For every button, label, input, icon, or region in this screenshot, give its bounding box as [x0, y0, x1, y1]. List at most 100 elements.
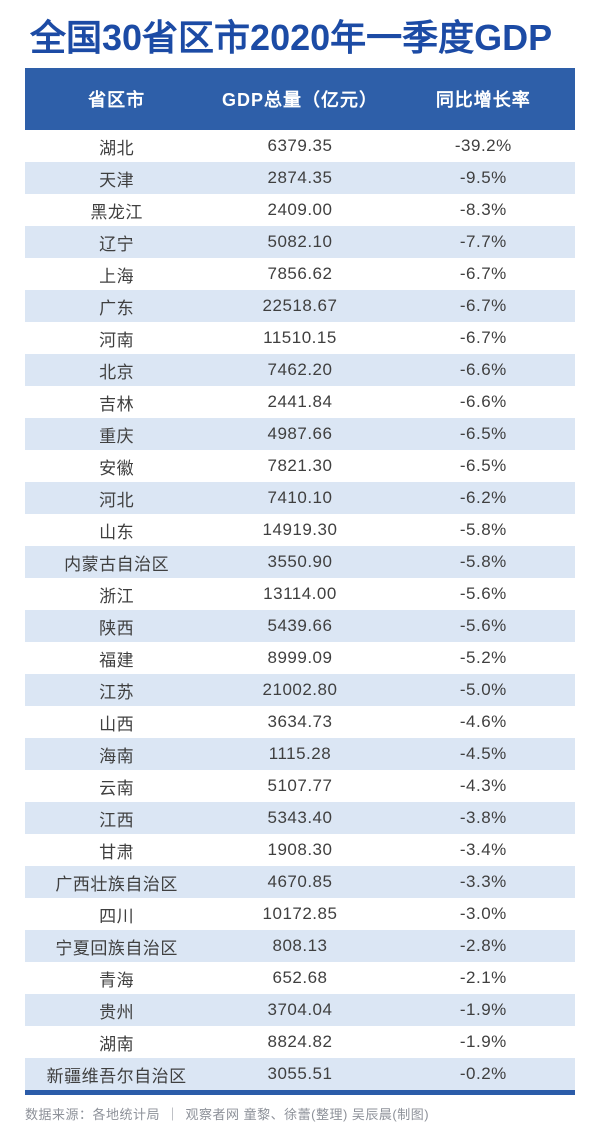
cell-growth: -6.2% — [459, 488, 507, 507]
table-row: 广西壮族自治区 4670.85 -3.3% — [25, 866, 575, 898]
credits-label: 观察者网 童黎、徐蕾(整理) 吴辰晨(制图) — [185, 1107, 430, 1122]
table-row: 河北 7410.10 -6.2% — [25, 482, 575, 514]
cell-gdp: 21002.80 — [262, 680, 338, 699]
table-row: 北京 7462.20 -6.6% — [25, 354, 575, 386]
footer-separator: ｜ — [166, 1107, 180, 1122]
column-header-growth-rate: 同比增长率 — [435, 90, 531, 110]
cell-gdp: 14919.30 — [262, 520, 338, 539]
cell-growth: -6.5% — [459, 456, 507, 475]
page-title: 全国30省区市2020年一季度GDP — [30, 17, 553, 58]
cell-province: 陕西 — [99, 618, 135, 638]
cell-growth: -1.9% — [459, 1032, 507, 1051]
cell-province: 云南 — [99, 778, 135, 798]
cell-gdp: 7821.30 — [267, 456, 333, 475]
table-row: 湖南 8824.82 -1.9% — [25, 1026, 575, 1058]
cell-gdp: 7410.10 — [267, 488, 333, 507]
cell-province: 山西 — [99, 714, 135, 734]
cell-province: 湖南 — [99, 1034, 135, 1054]
cell-gdp: 11510.15 — [263, 328, 337, 347]
cell-growth: -6.7% — [459, 296, 507, 315]
column-header-province: 省区市 — [88, 90, 146, 110]
cell-gdp: 6379.35 — [267, 136, 333, 155]
cell-province: 宁夏回族自治区 — [55, 938, 178, 958]
cell-province: 四川 — [99, 906, 135, 926]
cell-growth: -1.9% — [459, 1000, 507, 1019]
cell-province: 广西壮族自治区 — [55, 874, 178, 894]
table-row: 辽宁 5082.10 -7.7% — [25, 226, 575, 258]
cell-province: 北京 — [99, 362, 135, 382]
cell-province: 江苏 — [99, 682, 135, 702]
cell-growth: -3.0% — [459, 904, 507, 923]
cell-growth: -6.7% — [459, 264, 507, 283]
cell-growth: -6.6% — [459, 392, 507, 411]
cell-gdp: 4987.66 — [267, 424, 333, 443]
cell-growth: -2.1% — [459, 968, 507, 987]
cell-growth: -5.6% — [459, 584, 507, 603]
table-row: 贵州 3704.04 -1.9% — [25, 994, 575, 1026]
cell-growth: -3.4% — [459, 840, 507, 859]
cell-gdp: 652.68 — [272, 968, 328, 987]
cell-gdp: 5107.77 — [267, 776, 333, 795]
cell-gdp: 7856.62 — [267, 264, 333, 283]
table-row: 吉林 2441.84 -6.6% — [25, 386, 575, 418]
cell-gdp: 10172.85 — [262, 904, 338, 923]
cell-gdp: 7462.20 — [267, 360, 333, 379]
table-row: 重庆 4987.66 -6.5% — [25, 418, 575, 450]
cell-gdp: 4670.85 — [267, 872, 333, 891]
cell-growth: -6.7% — [459, 328, 507, 347]
cell-growth: -4.3% — [459, 776, 507, 795]
cell-province: 黑龙江 — [90, 202, 143, 222]
table-row: 海南 1115.28 -4.5% — [25, 738, 575, 770]
table-row: 云南 5107.77 -4.3% — [25, 770, 575, 802]
cell-province: 辽宁 — [99, 234, 135, 254]
cell-growth: -5.6% — [459, 616, 507, 635]
table-row: 安徽 7821.30 -6.5% — [25, 450, 575, 482]
cell-province: 新疆维吾尔自治区 — [46, 1066, 187, 1086]
cell-growth: -9.5% — [459, 168, 507, 187]
cell-gdp: 808.13 — [272, 936, 328, 955]
cell-gdp: 5343.40 — [267, 808, 333, 827]
cell-province: 内蒙古自治区 — [64, 554, 170, 574]
cell-province: 甘肃 — [99, 842, 135, 862]
table-row: 四川 10172.85 -3.0% — [25, 898, 575, 930]
cell-province: 河南 — [99, 330, 135, 350]
table-row: 宁夏回族自治区 808.13 -2.8% — [25, 930, 575, 962]
table-row: 甘肃 1908.30 -3.4% — [25, 834, 575, 866]
cell-growth: -3.8% — [459, 808, 507, 827]
cell-growth: -39.2% — [454, 136, 512, 155]
data-source-label: 数据来源：各地统计局 — [25, 1107, 161, 1122]
table-row: 江苏 21002.80 -5.0% — [25, 674, 575, 706]
table-row: 山西 3634.73 -4.6% — [25, 706, 575, 738]
cell-province: 山东 — [99, 522, 135, 542]
cell-growth: -5.2% — [459, 648, 507, 667]
table-row: 福建 8999.09 -5.2% — [25, 642, 575, 674]
cell-growth: -5.8% — [459, 552, 507, 571]
cell-gdp: 8999.09 — [267, 648, 333, 667]
cell-gdp: 13114.00 — [263, 584, 337, 603]
cell-gdp: 3704.04 — [267, 1000, 333, 1019]
cell-growth: -4.6% — [459, 712, 507, 731]
cell-gdp: 3055.51 — [267, 1064, 333, 1083]
table-body: 湖北 6379.35 -39.2% 天津 2874.35 -9.5% 黑龙江 2409.00 -… — [25, 130, 575, 1090]
footer: 数据来源：各地统计局 ｜ 观察者网 童黎、徐蕾(整理) 吴辰晨(制图) — [25, 1104, 575, 1123]
table-row: 湖北 6379.35 -39.2% — [25, 130, 575, 162]
cell-gdp: 8824.82 — [267, 1032, 333, 1051]
cell-gdp: 1908.30 — [267, 840, 333, 859]
cell-gdp: 2441.84 — [267, 392, 333, 411]
table-row: 青海 652.68 -2.1% — [25, 962, 575, 994]
cell-growth: -4.5% — [459, 744, 507, 763]
cell-growth: -7.7% — [459, 232, 507, 251]
table-row: 黑龙江 2409.00 -8.3% — [25, 194, 575, 226]
table-row: 河南 11510.15 -6.7% — [25, 322, 575, 354]
cell-province: 贵州 — [99, 1002, 135, 1022]
cell-province: 广东 — [99, 298, 135, 318]
cell-gdp: 3634.73 — [267, 712, 333, 731]
cell-province: 河北 — [99, 490, 135, 510]
cell-gdp: 5082.10 — [267, 232, 333, 251]
cell-province: 福建 — [99, 650, 135, 670]
cell-growth: -0.2% — [459, 1064, 507, 1083]
cell-province: 海南 — [99, 746, 135, 766]
cell-province: 天津 — [99, 170, 135, 190]
table-row: 广东 22518.67 -6.7% — [25, 290, 575, 322]
cell-growth: -3.3% — [459, 872, 507, 891]
